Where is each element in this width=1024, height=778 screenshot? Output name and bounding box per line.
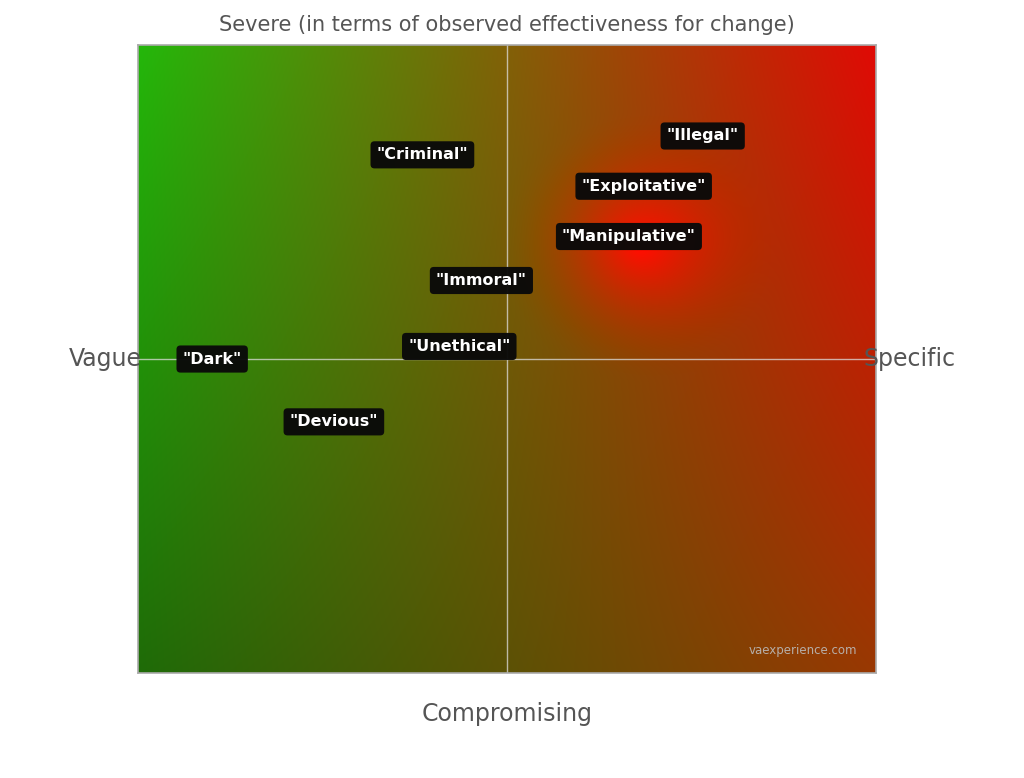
Text: "Devious": "Devious" [290, 415, 378, 429]
Text: vaexperience.com: vaexperience.com [750, 644, 857, 657]
Text: "Manipulative": "Manipulative" [562, 229, 696, 244]
Text: Compromising: Compromising [422, 702, 593, 726]
Text: "Exploitative": "Exploitative" [582, 179, 706, 194]
Text: "Illegal": "Illegal" [667, 128, 738, 143]
Text: "Immoral": "Immoral" [436, 273, 527, 288]
Text: Vague: Vague [69, 347, 141, 371]
Text: "Criminal": "Criminal" [377, 147, 468, 163]
Title: Severe (in terms of observed effectiveness for change): Severe (in terms of observed effectivene… [219, 15, 795, 35]
Text: Specific: Specific [863, 347, 955, 371]
Text: "Unethical": "Unethical" [409, 339, 510, 354]
Text: "Dark": "Dark" [182, 352, 242, 366]
